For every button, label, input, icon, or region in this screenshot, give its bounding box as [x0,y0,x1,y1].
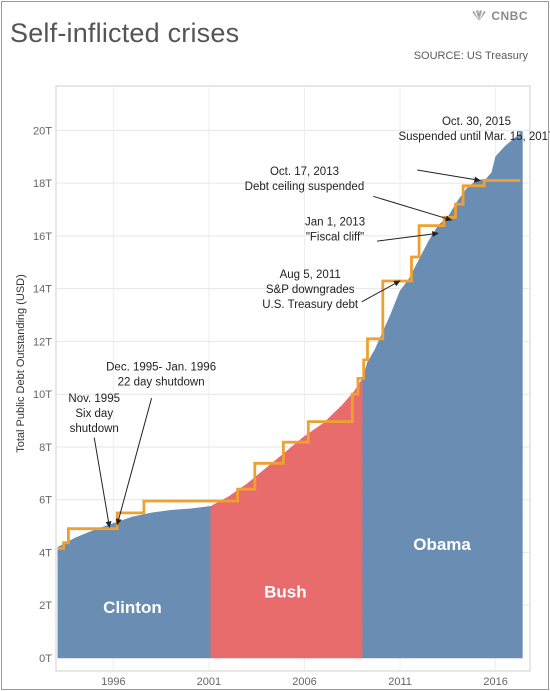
y-tick-label: 20T [33,125,52,137]
annotation-text: "Fiscal cliff" [306,231,364,243]
cnbc-logo: CNBC [471,9,528,23]
y-tick-label: 8T [39,442,52,454]
era-label-clinton: Clinton [103,598,162,617]
annotation-text: Six day [75,408,113,420]
annotation-text: Jan 1, 2013 [305,216,365,228]
annotation-text: Oct. 17, 2013 [270,166,339,178]
era-label-obama: Obama [413,535,471,554]
annotation-arrow [93,437,112,528]
source-note: SOURCE: US Treasury [413,50,528,62]
annotation-arrow [377,231,439,242]
y-tick-label: 4T [39,547,52,559]
annotation-text: S&P downgrades [266,284,355,296]
x-tick-label: 2011 [388,676,412,688]
annotation-arrow [417,169,481,183]
annotation-text: Nov. 1995 [68,393,120,405]
logo-text: CNBC [491,9,528,23]
y-tick-label: 18T [33,178,52,190]
x-tick-label: 2006 [292,676,316,688]
annotation-text: Dec. 1995- Jan. 1996 [106,361,216,373]
y-axis-label: Total Public Debt Outstanding (USD) [15,274,27,453]
x-tick-label: 1996 [101,676,125,688]
annotation-arrow [115,398,153,526]
y-tick-label: 6T [39,495,52,507]
y-tick-label: 12T [33,336,52,348]
y-tick-label: 0T [39,653,52,665]
peacock-icon [472,10,486,21]
x-tick-label: 2016 [483,676,507,688]
annotation-text: U.S. Treasury debt [262,299,359,311]
y-tick-label: 16T [33,231,52,243]
annotation-text: shutdown [70,423,119,435]
annotation-text: Debt ceiling suspended [245,181,365,193]
y-tick-label: 10T [33,389,52,401]
x-tick-label: 2001 [197,676,221,688]
annotation-arrow [361,280,401,303]
plot-border [55,85,531,672]
era-label-bush: Bush [264,582,307,601]
annotation-text: Suspended until Mar. 15, 2017 [398,131,550,143]
y-tick-label: 2T [39,600,52,612]
page-title: Self-inflicted crises [10,18,240,48]
annotation-arrow [373,195,453,222]
annotation-text: Oct. 30, 2015 [442,116,511,128]
area-obama [362,131,523,659]
annotation-text: Aug 5, 2011 [280,269,341,281]
y-tick-label: 14T [33,284,52,296]
annotation-text: 22 day shutdown [118,376,205,388]
